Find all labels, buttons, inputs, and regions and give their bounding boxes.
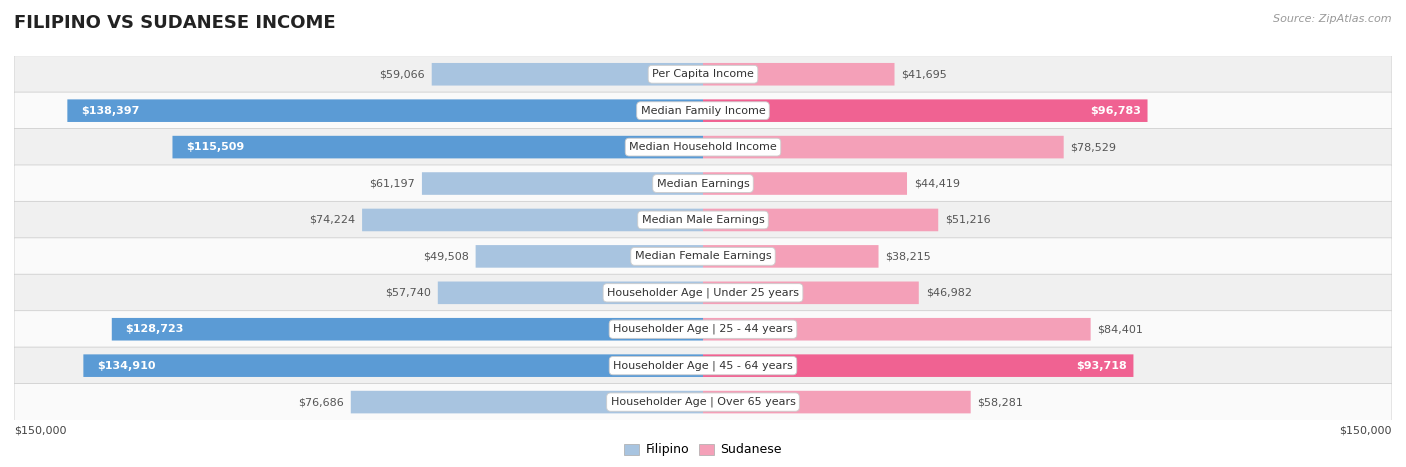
FancyBboxPatch shape [703,63,894,85]
Text: Median Earnings: Median Earnings [657,178,749,189]
FancyBboxPatch shape [703,136,1064,158]
FancyBboxPatch shape [437,282,703,304]
FancyBboxPatch shape [14,165,1392,202]
Text: $96,783: $96,783 [1090,106,1140,116]
Text: $134,910: $134,910 [97,361,156,371]
FancyBboxPatch shape [703,391,970,413]
FancyBboxPatch shape [14,201,1392,239]
Text: Per Capita Income: Per Capita Income [652,69,754,79]
Text: $41,695: $41,695 [901,69,948,79]
FancyBboxPatch shape [83,354,703,377]
FancyBboxPatch shape [422,172,703,195]
FancyBboxPatch shape [173,136,703,158]
FancyBboxPatch shape [703,318,1091,340]
Text: $38,215: $38,215 [886,251,931,262]
Text: $138,397: $138,397 [82,106,139,116]
Text: $61,197: $61,197 [370,178,415,189]
FancyBboxPatch shape [703,99,1147,122]
Text: $128,723: $128,723 [125,324,184,334]
FancyBboxPatch shape [363,209,703,231]
FancyBboxPatch shape [14,56,1392,93]
Text: $78,529: $78,529 [1070,142,1116,152]
Text: $57,740: $57,740 [385,288,430,298]
FancyBboxPatch shape [14,347,1392,384]
FancyBboxPatch shape [112,318,703,340]
Text: $150,000: $150,000 [1340,426,1392,436]
Text: $46,982: $46,982 [925,288,972,298]
FancyBboxPatch shape [432,63,703,85]
Text: $74,224: $74,224 [309,215,356,225]
Text: $44,419: $44,419 [914,178,960,189]
Text: $115,509: $115,509 [186,142,245,152]
Text: $58,281: $58,281 [977,397,1024,407]
Text: Householder Age | 45 - 64 years: Householder Age | 45 - 64 years [613,361,793,371]
Text: Householder Age | Over 65 years: Householder Age | Over 65 years [610,397,796,407]
FancyBboxPatch shape [703,209,938,231]
Text: $84,401: $84,401 [1098,324,1143,334]
Text: FILIPINO VS SUDANESE INCOME: FILIPINO VS SUDANESE INCOME [14,14,336,32]
Text: Householder Age | Under 25 years: Householder Age | Under 25 years [607,288,799,298]
Text: $59,066: $59,066 [380,69,425,79]
Text: Median Female Earnings: Median Female Earnings [634,251,772,262]
FancyBboxPatch shape [67,99,703,122]
Text: $51,216: $51,216 [945,215,991,225]
FancyBboxPatch shape [14,383,1392,421]
Text: Median Household Income: Median Household Income [628,142,778,152]
FancyBboxPatch shape [14,92,1392,129]
Text: $49,508: $49,508 [423,251,468,262]
Text: Median Family Income: Median Family Income [641,106,765,116]
FancyBboxPatch shape [475,245,703,268]
FancyBboxPatch shape [14,238,1392,275]
FancyBboxPatch shape [703,354,1133,377]
FancyBboxPatch shape [703,245,879,268]
Text: $150,000: $150,000 [14,426,66,436]
Text: Source: ZipAtlas.com: Source: ZipAtlas.com [1274,14,1392,24]
FancyBboxPatch shape [703,282,918,304]
Text: $93,718: $93,718 [1076,361,1126,371]
FancyBboxPatch shape [14,128,1392,166]
FancyBboxPatch shape [350,391,703,413]
Text: Median Male Earnings: Median Male Earnings [641,215,765,225]
Text: $76,686: $76,686 [298,397,344,407]
Legend: Filipino, Sudanese: Filipino, Sudanese [619,439,787,461]
Text: Householder Age | 25 - 44 years: Householder Age | 25 - 44 years [613,324,793,334]
FancyBboxPatch shape [703,172,907,195]
FancyBboxPatch shape [14,274,1392,311]
FancyBboxPatch shape [14,311,1392,348]
